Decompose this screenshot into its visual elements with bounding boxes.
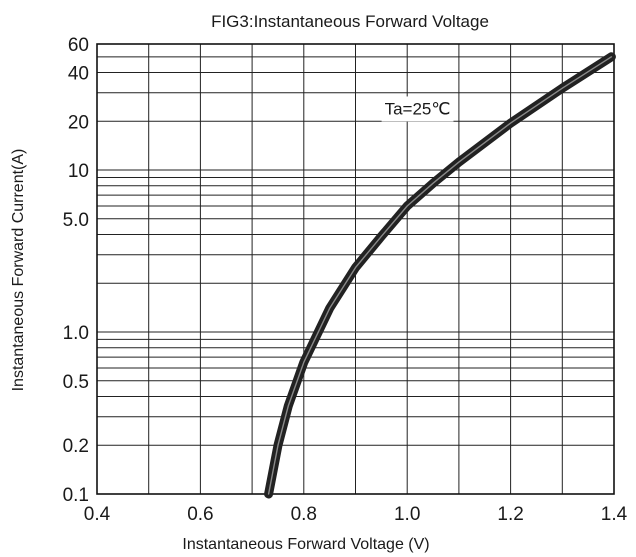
- y-tick-label: 20: [68, 112, 89, 133]
- x-axis-ticks: 0.4 0.6 0.8 1.0 1.2 1.4: [84, 504, 628, 525]
- y-tick-label: 5.0: [63, 210, 89, 231]
- series-curves: [264, 52, 616, 499]
- y-tick-label: 0.2: [63, 436, 89, 457]
- chart-title: FIG3:Instantaneous Forward Voltage: [211, 12, 489, 31]
- y-tick-label: 0.5: [63, 372, 89, 393]
- y-tick-label: 40: [68, 64, 89, 85]
- annotation-background: [381, 96, 454, 122]
- x-tick-label: 0.4: [84, 504, 111, 525]
- x-tick-label: 0.8: [291, 504, 317, 525]
- x-tick-label: 1.0: [394, 504, 420, 525]
- y-tick-label: 10: [68, 161, 89, 182]
- series-line-highlight: [267, 56, 613, 495]
- x-tick-label: 1.2: [497, 504, 523, 525]
- x-axis-label: Instantaneous Forward Voltage (V): [182, 536, 429, 553]
- annotations: Ta=25℃: [381, 96, 454, 122]
- y-tick-label: 60: [68, 35, 89, 56]
- y-tick-label: 0.1: [63, 485, 89, 506]
- series-line-outline: [264, 52, 616, 499]
- x-tick-label: 0.6: [187, 504, 213, 525]
- plot-frame: [96, 43, 615, 495]
- y-axis-label: Instantaneous Forward Current(A): [10, 149, 27, 392]
- y-axis-ticks: 0.1 0.2 0.5 1.0 5.0 10 20 40 60: [63, 35, 89, 506]
- y-tick-label: 1.0: [63, 323, 89, 344]
- annotation-text: Ta=25℃: [385, 99, 451, 118]
- x-tick-label: 1.4: [601, 504, 628, 525]
